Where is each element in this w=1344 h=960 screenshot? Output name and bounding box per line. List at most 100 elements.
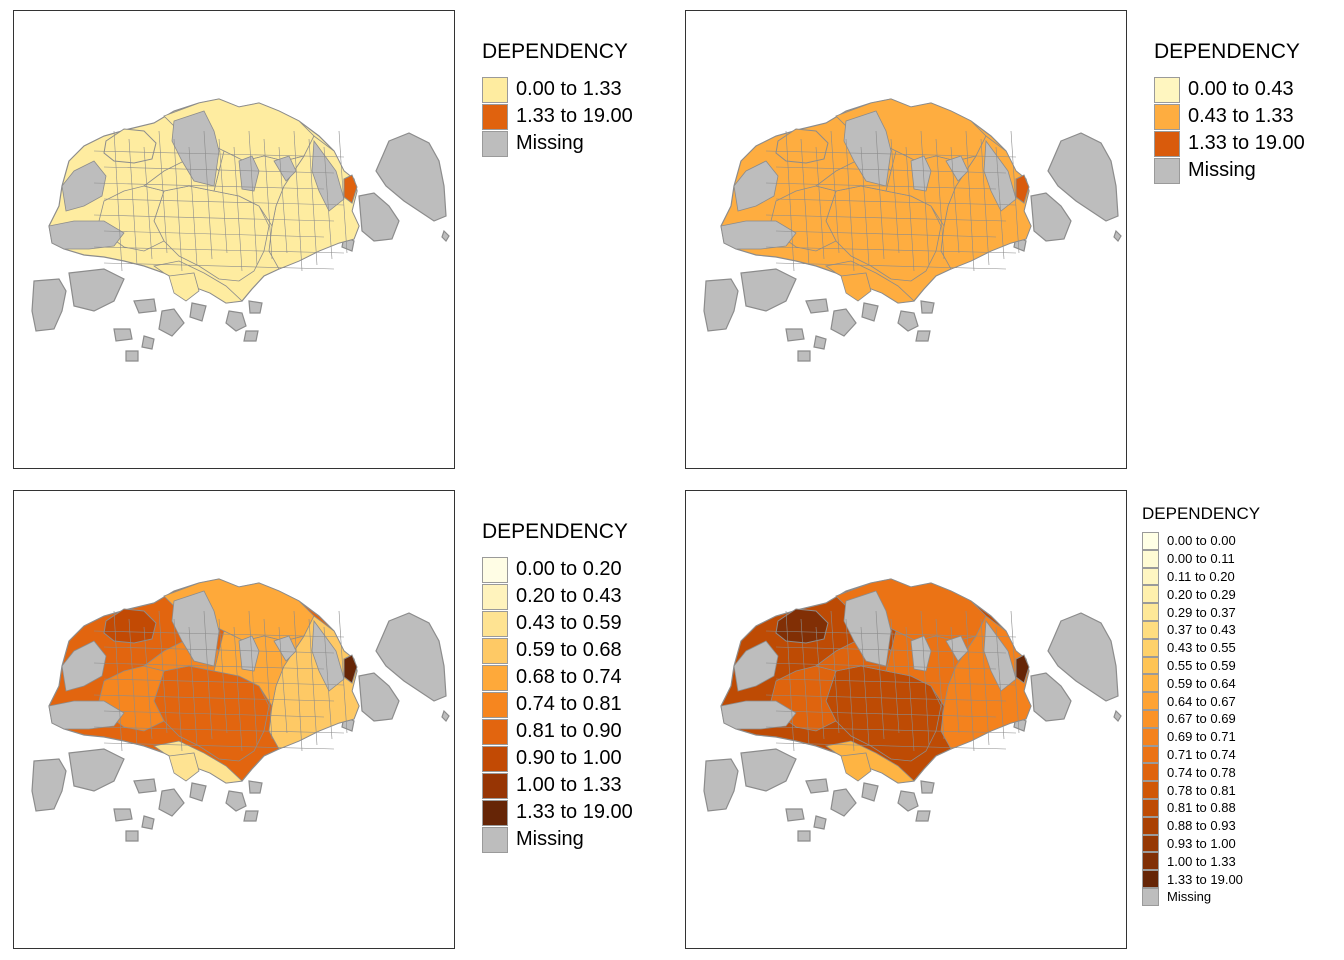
legend-swatch: [482, 826, 508, 853]
legend-swatch: [1142, 567, 1159, 586]
missing-area: [311, 619, 345, 692]
legend-item: Missing: [1142, 887, 1260, 906]
legend-swatch: [1142, 638, 1159, 657]
missing-area: [48, 220, 125, 250]
subzone-boundary: [338, 130, 348, 254]
map-layer: [31, 578, 450, 842]
legend-label: 0.20 to 0.29: [1167, 586, 1236, 602]
subzone-boundary: [950, 146, 960, 254]
subzone-boundary: [965, 130, 975, 272]
legend-item: 1.00 to 1.33: [482, 772, 633, 799]
subzone-boundary: [815, 626, 825, 740]
legend-swatch: [482, 691, 508, 718]
legend-item: 0.00 to 0.00: [1142, 532, 1260, 550]
subzone-boundary: [860, 146, 870, 266]
map-frame: [685, 10, 1127, 469]
subzone-boundary: [775, 742, 1007, 750]
legend-items: 0.00 to 0.20 0.20 to 0.43 0.43 to 0.59 0.59…: [482, 556, 633, 853]
islet: [1030, 192, 1072, 242]
legend-item: 0.00 to 1.33: [482, 76, 633, 103]
subzone-boundaries: [93, 610, 348, 752]
legend-swatch: [482, 76, 508, 103]
legend-item: 0.00 to 0.11: [1142, 549, 1260, 568]
subzone-boundary: [93, 726, 345, 734]
subzone-boundary: [293, 610, 303, 752]
legend-label: 0.11 to 0.20: [1167, 568, 1235, 584]
legend-title: DEPENDENCY: [1154, 40, 1300, 63]
subzone-boundary: [920, 610, 930, 746]
subzone-boundary: [278, 146, 288, 254]
islet: [243, 330, 259, 342]
islet: [813, 815, 827, 830]
subzone-boundary: [860, 626, 870, 746]
legend-swatch: [1142, 620, 1159, 639]
subzone-boundary: [263, 618, 273, 740]
legend-label: 0.43 to 0.55: [1167, 640, 1236, 656]
legend-item: 0.55 to 0.59: [1142, 656, 1260, 675]
subzone-boundary: [93, 246, 345, 254]
islet: [248, 300, 263, 314]
legend-item: 0.81 to 0.88: [1142, 798, 1260, 817]
subzone-boundary: [800, 138, 810, 266]
legend-label: Missing: [1167, 889, 1212, 905]
subzone-boundary: [93, 694, 335, 702]
subzone-boundary: [218, 138, 228, 254]
subzone-boundary: [875, 130, 885, 260]
islet: [31, 278, 67, 332]
islet: [158, 788, 185, 817]
islet: [358, 192, 400, 242]
legend-swatch: [482, 610, 508, 637]
legend-item: 0.78 to 0.81: [1142, 781, 1260, 799]
map-legend: DEPENDENCY 0.00 to 0.43 0.43 to 1.33 1.33 …: [1154, 40, 1305, 184]
islet: [125, 350, 139, 362]
legend-swatch: [1142, 745, 1159, 764]
islet: [830, 308, 857, 337]
legend-swatch: [1154, 157, 1180, 184]
legend-swatch: [1142, 763, 1159, 782]
legend-item: 0.59 to 0.64: [1142, 674, 1260, 693]
map-layer: [703, 98, 1122, 362]
subzone-boundary: [765, 150, 1017, 158]
islet: [740, 748, 797, 792]
missing-area: [48, 700, 125, 730]
subzone-boundary: [128, 618, 138, 746]
legend-item: 0.20 to 0.29: [1142, 585, 1260, 604]
legend-label: 0.81 to 0.88: [1167, 800, 1236, 816]
subzone-boundary: [103, 198, 345, 206]
legend-item: 1.33 to 19.00: [482, 799, 633, 826]
islet: [861, 782, 879, 802]
planning-subzone: [1015, 654, 1030, 684]
islet: [125, 830, 139, 842]
legend-label: 1.00 to 1.33: [516, 774, 622, 796]
planning-subzone: [103, 128, 157, 164]
subzone-boundary: [103, 678, 345, 686]
legend-title: DEPENDENCY: [482, 520, 628, 543]
subzone-boundary: [935, 618, 945, 740]
legend-item: 0.00 to 0.43: [1154, 76, 1305, 103]
subzone-boundary: [775, 678, 1017, 686]
legend-item: 1.33 to 19.00: [1142, 870, 1260, 888]
subzone-boundary: [293, 130, 303, 272]
legend-swatch: [1142, 887, 1159, 906]
islet: [830, 788, 857, 817]
subzone-boundary: [920, 130, 930, 266]
legend-title: DEPENDENCY: [1142, 504, 1261, 523]
subzone-boundary: [128, 138, 138, 266]
subzone-boundary: [103, 230, 325, 238]
subzone-boundary: [800, 618, 810, 746]
map-frame: [685, 490, 1127, 949]
legend-title: DEPENDENCY: [482, 40, 628, 63]
subzone-boundary: [875, 610, 885, 740]
islet: [68, 748, 125, 792]
islet: [915, 330, 931, 342]
legend-item: 0.93 to 1.00: [1142, 834, 1260, 853]
subzone-boundary: [278, 626, 288, 734]
legend-item: 0.43 to 1.33: [1154, 103, 1305, 130]
missing-area: [720, 700, 797, 730]
subzone-boundary: [995, 146, 1005, 260]
subzone-boundary: [263, 138, 273, 260]
islet: [740, 268, 797, 312]
legend-label: 0.59 to 0.64: [1167, 675, 1236, 691]
legend-item: 0.90 to 1.00: [482, 745, 633, 772]
legend-label: 0.00 to 0.43: [1188, 78, 1294, 100]
